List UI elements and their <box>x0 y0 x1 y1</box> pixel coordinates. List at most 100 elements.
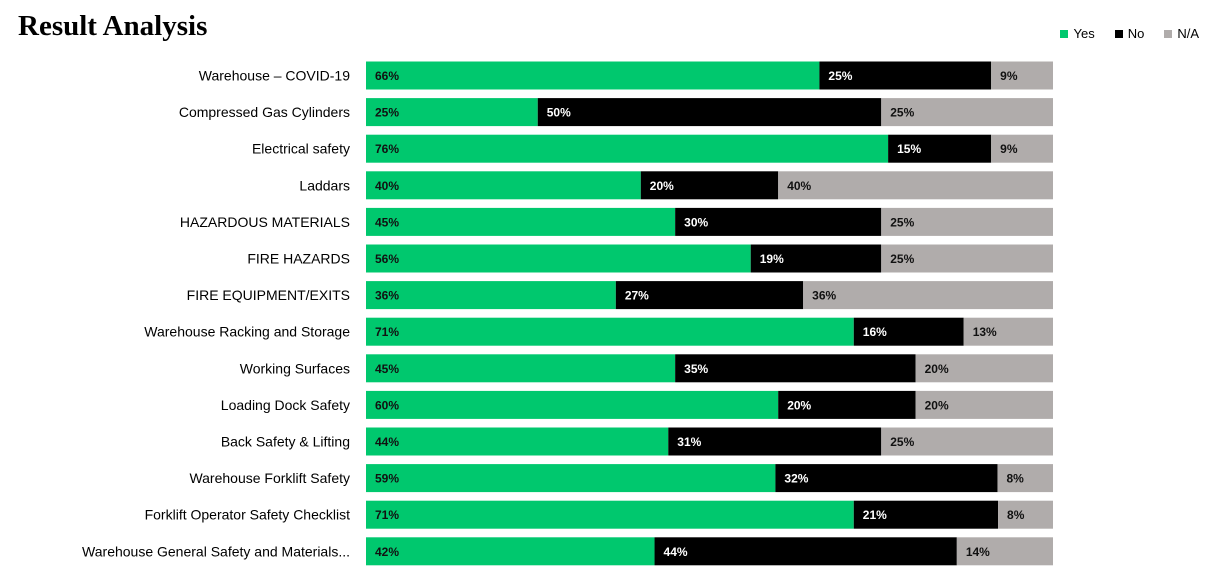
bar-yes-warehouse-forklift-safety <box>366 464 776 493</box>
legend-swatch-na <box>1164 29 1173 38</box>
data-label-no-laddars: 20% <box>650 179 674 193</box>
bar-yes-fire-hazards <box>366 244 751 273</box>
bar-yes-hazardous-materials <box>366 207 676 236</box>
data-label-yes-warehouse-racking-and-storage: 71% <box>375 325 399 339</box>
bar-n-a-fire-equipment-exits <box>803 281 1053 310</box>
bar-no-fire-equipment-exits <box>615 281 804 310</box>
data-label-yes-fire-hazards: 56% <box>375 252 399 266</box>
data-label-no-compressed-gas-cylinders: 50% <box>547 106 571 120</box>
bar-yes-electrical-safety <box>366 134 889 163</box>
bar-yes-warehouse-general-safety-and-materials <box>366 537 655 566</box>
bar-n-a-forklift-operator-safety-checklist <box>998 500 1053 529</box>
chart-legend: Yes No N/A <box>1060 26 1199 41</box>
data-label-n-a-electrical-safety: 9% <box>1000 142 1018 156</box>
bar-n-a-warehouse-forklift-safety <box>997 464 1053 493</box>
bar-n-a-warehouse-covid-19 <box>991 61 1053 90</box>
data-label-yes-working-surfaces: 45% <box>375 362 399 376</box>
bar-no-laddars <box>640 171 779 200</box>
data-label-no-warehouse-forklift-safety: 32% <box>784 472 808 486</box>
data-label-no-warehouse-general-safety-and-materials: 44% <box>664 545 688 559</box>
bar-no-electrical-safety <box>888 134 992 163</box>
bar-yes-warehouse-racking-and-storage <box>366 317 854 346</box>
category-label-electrical-safety: Electrical safety <box>252 141 350 157</box>
data-label-n-a-warehouse-covid-19: 9% <box>1000 69 1018 83</box>
data-label-n-a-fire-equipment-exits: 36% <box>812 289 836 303</box>
category-label-warehouse-forklift-safety: Warehouse Forklift Safety <box>189 470 350 486</box>
bar-no-loading-dock-safety <box>778 390 916 419</box>
data-label-no-warehouse-racking-and-storage: 16% <box>863 325 887 339</box>
data-label-yes-back-safety-lifting: 44% <box>375 435 399 449</box>
bar-yes-forklift-operator-safety-checklist <box>366 500 854 529</box>
data-label-no-fire-equipment-exits: 27% <box>625 289 649 303</box>
bar-yes-fire-equipment-exits <box>366 281 616 310</box>
data-label-yes-laddars: 40% <box>375 179 399 193</box>
bar-n-a-compressed-gas-cylinders <box>881 98 1053 127</box>
bar-yes-loading-dock-safety <box>366 390 779 419</box>
bar-no-back-safety-lifting <box>668 427 882 456</box>
bar-no-forklift-operator-safety-checklist <box>853 500 999 529</box>
bar-no-warehouse-general-safety-and-materials <box>654 537 957 566</box>
bar-no-fire-hazards <box>750 244 882 273</box>
data-label-n-a-warehouse-general-safety-and-materials: 14% <box>966 545 990 559</box>
bar-n-a-warehouse-racking-and-storage <box>963 317 1053 346</box>
legend-label-na: N/A <box>1177 26 1199 41</box>
data-label-no-forklift-operator-safety-checklist: 21% <box>863 508 887 522</box>
bar-n-a-fire-hazards <box>881 244 1053 273</box>
data-label-n-a-fire-hazards: 25% <box>890 252 914 266</box>
legend-swatch-no <box>1114 29 1123 38</box>
data-label-yes-electrical-safety: 76% <box>375 142 399 156</box>
data-label-yes-warehouse-general-safety-and-materials: 42% <box>375 545 399 559</box>
legend-item-yes: Yes <box>1060 26 1095 41</box>
data-label-yes-compressed-gas-cylinders: 25% <box>375 106 399 120</box>
category-label-fire-equipment-exits: FIRE EQUIPMENT/EXITS <box>187 287 350 303</box>
data-label-n-a-back-safety-lifting: 25% <box>890 435 914 449</box>
bar-yes-laddars <box>366 171 641 200</box>
category-label-warehouse-covid-19: Warehouse – COVID-19 <box>199 68 350 84</box>
data-label-n-a-loading-dock-safety: 20% <box>925 398 949 412</box>
category-label-warehouse-racking-and-storage: Warehouse Racking and Storage <box>144 324 350 340</box>
legend-swatch-yes <box>1060 29 1069 38</box>
data-label-n-a-compressed-gas-cylinders: 25% <box>890 106 914 120</box>
bar-no-warehouse-forklift-safety <box>775 464 998 493</box>
data-label-no-electrical-safety: 15% <box>897 142 921 156</box>
data-label-no-warehouse-covid-19: 25% <box>828 69 852 83</box>
data-label-no-loading-dock-safety: 20% <box>787 398 811 412</box>
data-label-yes-loading-dock-safety: 60% <box>375 398 399 412</box>
bar-n-a-back-safety-lifting <box>881 427 1053 456</box>
category-label-working-surfaces: Working Surfaces <box>240 360 350 376</box>
legend-item-na: N/A <box>1164 26 1199 41</box>
bar-no-working-surfaces <box>675 354 916 383</box>
data-label-no-back-safety-lifting: 31% <box>677 435 701 449</box>
bar-n-a-working-surfaces <box>915 354 1053 383</box>
category-label-forklift-operator-safety-checklist: Forklift Operator Safety Checklist <box>145 507 351 523</box>
category-label-loading-dock-safety: Loading Dock Safety <box>221 397 350 413</box>
chart-title: Result Analysis <box>18 10 208 42</box>
data-label-n-a-warehouse-forklift-safety: 8% <box>1006 472 1024 486</box>
legend-label-no: No <box>1127 26 1145 41</box>
data-label-no-working-surfaces: 35% <box>684 362 708 376</box>
bar-no-warehouse-racking-and-storage <box>853 317 964 346</box>
bar-yes-working-surfaces <box>366 354 676 383</box>
bar-no-compressed-gas-cylinders <box>537 98 882 127</box>
bar-n-a-electrical-safety <box>991 134 1053 163</box>
data-label-n-a-hazardous-materials: 25% <box>890 215 914 229</box>
data-label-n-a-forklift-operator-safety-checklist: 8% <box>1007 508 1025 522</box>
category-label-back-safety-lifting: Back Safety & Lifting <box>221 434 350 450</box>
data-label-yes-warehouse-covid-19: 66% <box>375 69 399 83</box>
bar-n-a-loading-dock-safety <box>915 390 1053 419</box>
data-label-n-a-warehouse-racking-and-storage: 13% <box>973 325 997 339</box>
category-label-fire-hazards: FIRE HAZARDS <box>247 251 350 267</box>
category-label-hazardous-materials: HAZARDOUS MATERIALS <box>180 214 350 230</box>
category-label-laddars: Laddars <box>299 177 350 193</box>
data-label-no-fire-hazards: 19% <box>760 252 784 266</box>
bar-yes-back-safety-lifting <box>366 427 669 456</box>
legend-item-no: No <box>1114 26 1145 41</box>
data-label-yes-hazardous-materials: 45% <box>375 215 399 229</box>
data-label-yes-fire-equipment-exits: 36% <box>375 289 399 303</box>
bar-n-a-laddars <box>778 171 1053 200</box>
bar-n-a-warehouse-general-safety-and-materials <box>956 537 1053 566</box>
category-label-compressed-gas-cylinders: Compressed Gas Cylinders <box>179 104 350 120</box>
data-label-n-a-working-surfaces: 20% <box>925 362 949 376</box>
data-label-yes-warehouse-forklift-safety: 59% <box>375 472 399 486</box>
bar-no-warehouse-covid-19 <box>819 61 992 90</box>
